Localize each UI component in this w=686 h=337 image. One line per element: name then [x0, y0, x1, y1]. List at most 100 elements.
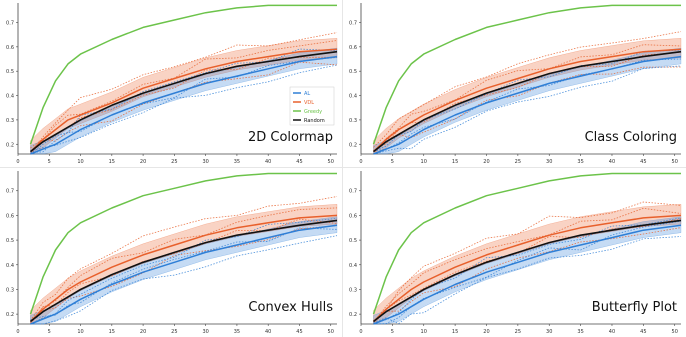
vdl-run-line — [373, 218, 682, 323]
vdl-run-line — [30, 32, 338, 155]
y-tick-label: 0.6 — [6, 213, 14, 219]
y-tick-label: 0.6 — [349, 45, 357, 51]
x-tick-label: 15 — [109, 329, 115, 335]
y-tick-label: 0.3 — [6, 118, 14, 124]
x-tick-label: 35 — [234, 329, 240, 335]
x-tick-label: 45 — [640, 329, 646, 335]
x-tick-label: 50 — [672, 329, 678, 335]
y-tick-label: 0.3 — [349, 287, 357, 293]
vdl-run-line — [30, 61, 338, 149]
series-line-random — [373, 50, 682, 153]
panel-title: 2D Colormap — [248, 130, 333, 145]
vdl-run-line — [373, 66, 682, 155]
chart-panel-3: 0 5 10 15 20 25 30 35 40 45 50 0.2 0.3 0.4 0.5 0.6 0.7 Co… — [6, 171, 338, 335]
series-line-random — [30, 50, 338, 153]
al-run-line — [373, 220, 682, 325]
x-tick-label: 40 — [609, 159, 615, 165]
x-tick-label: 0 — [359, 159, 362, 165]
x-tick-label: 20 — [483, 329, 489, 335]
legend-label-random: Random — [304, 118, 325, 124]
y-tick-label: 0.3 — [349, 118, 357, 124]
y-tick-label: 0.2 — [6, 142, 14, 148]
x-tick-label: 0 — [16, 329, 19, 335]
x-tick-label: 25 — [171, 159, 177, 165]
y-tick-label: 0.7 — [349, 189, 357, 195]
x-tick-label: 20 — [140, 329, 146, 335]
vdl-run-line — [30, 196, 338, 321]
y-tick-label: 0.3 — [6, 287, 14, 293]
vertical-divider — [342, 0, 343, 337]
al-run-line — [373, 236, 682, 325]
vdl-run-line — [373, 227, 682, 321]
x-tick-label: 50 — [328, 329, 334, 335]
vdl-run-line — [373, 44, 682, 152]
x-tick-label: 5 — [48, 329, 51, 335]
x-tick-label: 15 — [452, 329, 458, 335]
y-tick-label: 0.4 — [349, 263, 357, 269]
vdl-run-line — [373, 51, 682, 151]
vdl-run-line — [373, 31, 682, 148]
x-tick-label: 10 — [421, 329, 427, 335]
al-run-line — [373, 217, 682, 325]
x-tick-label: 10 — [421, 159, 427, 165]
x-tick-label: 35 — [234, 159, 240, 165]
al-run-line — [30, 227, 338, 320]
al-band — [373, 47, 682, 155]
y-tick-label: 0.4 — [6, 94, 14, 100]
x-tick-label: 45 — [296, 329, 302, 335]
series-line-greedy — [29, 4, 337, 145]
x-tick-label: 10 — [77, 329, 83, 335]
series-line-vdl — [29, 214, 338, 323]
y-tick-label: 0.5 — [349, 69, 357, 75]
x-tick-label: 30 — [546, 159, 552, 165]
chart-panel-2: 0 5 10 15 20 25 30 35 40 45 50 0.2 0.3 0.4 0.5 0.6 0.7 Cl… — [349, 3, 682, 165]
y-tick-label: 0.6 — [349, 213, 357, 219]
horizontal-divider — [0, 167, 686, 168]
x-tick-label: 40 — [265, 159, 271, 165]
series-line-al — [373, 224, 682, 325]
x-tick-label: 0 — [16, 159, 19, 165]
series-line-greedy — [372, 172, 681, 315]
series-line-greedy — [372, 4, 681, 145]
x-tick-label: 25 — [515, 159, 521, 165]
al-run-line — [30, 235, 338, 325]
y-tick-label: 0.6 — [6, 45, 14, 51]
x-tick-label: 35 — [577, 159, 583, 165]
y-tick-label: 0.4 — [349, 94, 357, 100]
y-tick-label: 0.2 — [6, 312, 14, 318]
y-tick-label: 0.7 — [6, 189, 14, 195]
series-line-vdl — [29, 48, 338, 153]
x-tick-label: 20 — [483, 159, 489, 165]
x-tick-label: 45 — [640, 159, 646, 165]
x-tick-label: 5 — [391, 329, 394, 335]
x-tick-label: 25 — [171, 329, 177, 335]
x-tick-label: 25 — [515, 329, 521, 335]
al-band — [30, 216, 338, 325]
panel-title: Convex Hulls — [248, 300, 333, 315]
x-tick-label: 20 — [140, 159, 146, 165]
x-tick-label: 30 — [202, 329, 208, 335]
y-tick-label: 0.7 — [6, 20, 14, 26]
al-run-line — [373, 65, 682, 155]
vdl-run-line — [30, 56, 338, 155]
x-tick-label: 50 — [328, 159, 334, 165]
series-line-vdl — [372, 48, 682, 153]
y-tick-label: 0.2 — [349, 312, 357, 318]
x-tick-label: 40 — [609, 329, 615, 335]
x-tick-label: 30 — [546, 329, 552, 335]
y-tick-label: 0.4 — [6, 263, 14, 269]
chart-panel-1: 0 5 10 15 20 25 30 35 40 45 50 0.2 0.3 0.4 0.5 0.6 0.7 AL… — [6, 3, 338, 165]
x-tick-label: 40 — [265, 329, 271, 335]
y-tick-label: 0.5 — [6, 69, 14, 75]
vdl-run-line — [30, 207, 338, 323]
y-tick-label: 0.5 — [6, 238, 14, 244]
vdl-band — [30, 204, 338, 325]
x-tick-label: 30 — [202, 159, 208, 165]
panel-title: Butterfly Plot — [592, 300, 677, 315]
series-line-vdl — [372, 214, 682, 323]
series-line-al — [30, 55, 338, 155]
al-band — [30, 47, 338, 155]
series-line-random — [373, 219, 682, 323]
series-line-greedy — [29, 172, 337, 315]
vdl-run-line — [373, 201, 682, 325]
